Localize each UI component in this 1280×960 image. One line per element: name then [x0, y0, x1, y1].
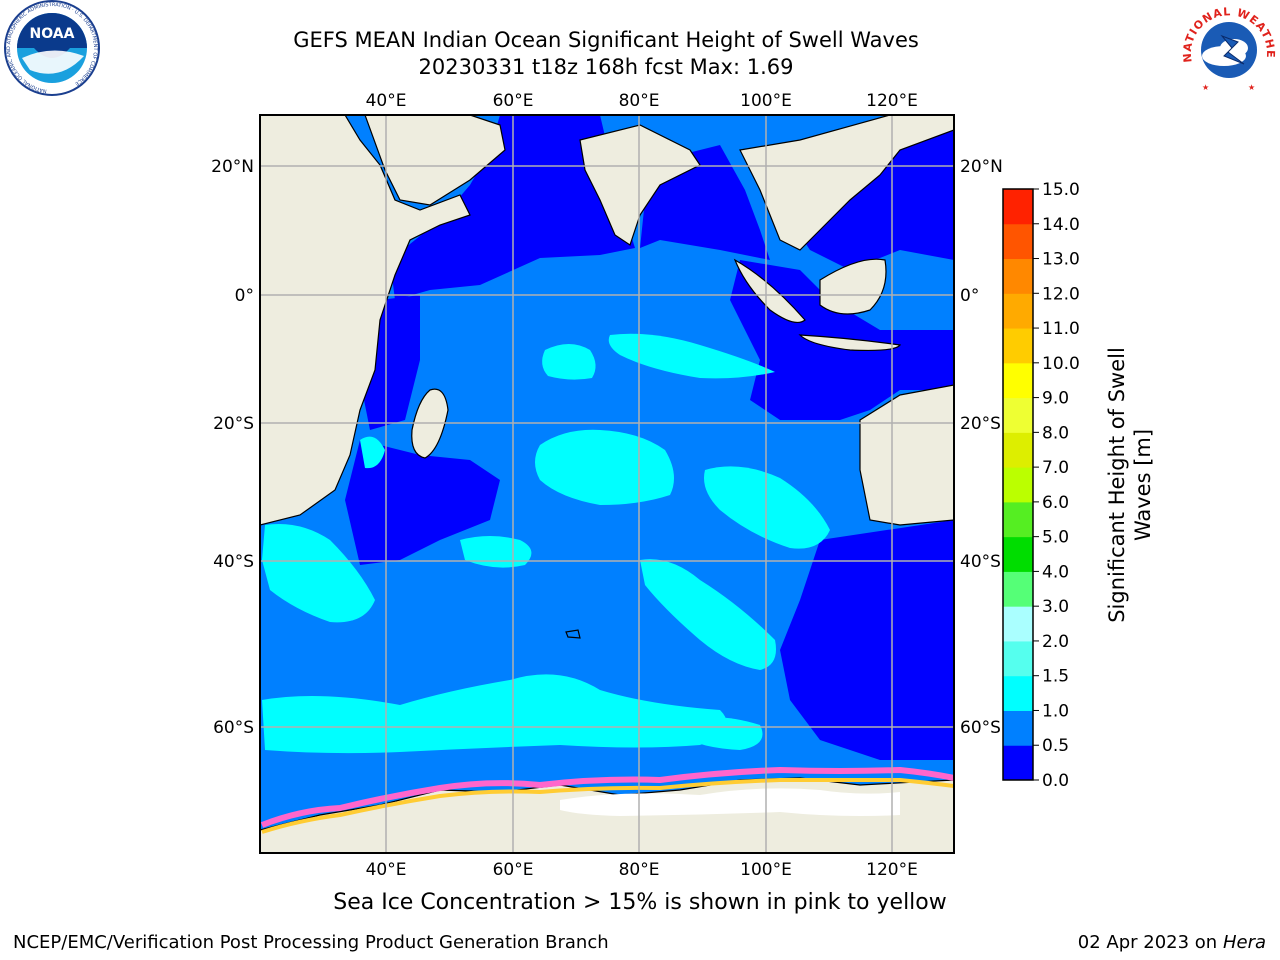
colorbar-tick-label: 6.0 [1042, 493, 1069, 513]
colorbar-segment [1003, 432, 1033, 468]
colorbar-segment [1003, 675, 1033, 711]
colorbar-tick-label: 10.0 [1042, 354, 1080, 374]
kerguelen-island [565, 629, 581, 639]
noaa-logo-text: NOAA [30, 26, 75, 42]
lon-label-top: 80°E [619, 91, 660, 111]
lon-labels-bottom: 40°E 60°E 80°E 100°E 120°E [366, 860, 918, 880]
colorbar-tick-label: 13.0 [1042, 250, 1080, 270]
map-frame [259, 114, 955, 854]
lat-labels-right: 20°N 0° 20°S 40°S 60°S [960, 157, 1003, 738]
map-title: GEFS MEAN Indian Ocean Significant Heigh… [293, 28, 919, 52]
lon-label-bottom: 40°E [366, 860, 407, 880]
colorbar-tick-label: 2.0 [1042, 632, 1069, 652]
colorbar-segment [1003, 328, 1033, 364]
lat-label-right: 0° [960, 286, 979, 306]
map-subtitle: 20230331 t18z 168h fcst Max: 1.69 [418, 55, 794, 79]
colorbar-segment [1003, 293, 1033, 329]
sea-ice-interior [560, 788, 900, 816]
colorbar-segment [1003, 467, 1033, 503]
colorbar-segment [1003, 606, 1033, 642]
colorbar-segment [1003, 710, 1033, 746]
colorbar-frame [1002, 188, 1034, 781]
lon-label-top: 120°E [866, 91, 918, 111]
colorbar-segment [1003, 640, 1033, 677]
colorbar-tick-label: 1.5 [1042, 667, 1069, 687]
sea-ice-caption-text: Sea Ice Concentration > 15% is shown in … [333, 890, 947, 915]
footer-date-text: 02 Apr 2023 on [1077, 932, 1223, 953]
colorbar-tick-label: 0.5 [1042, 736, 1069, 756]
footer-credit: NCEP/EMC/Verification Post Processing Pr… [13, 932, 609, 953]
colorbar-label-line2: Waves [m] [1131, 429, 1155, 541]
lat-label-right: 20°S [960, 414, 1001, 434]
lat-label-left: 0° [235, 286, 254, 306]
colorbar-segment [1003, 745, 1033, 781]
colorbar-segment [1003, 571, 1033, 607]
colorbar-segment [1003, 362, 1033, 399]
lon-label-bottom: 60°E [493, 860, 534, 880]
lon-label-bottom: 120°E [866, 860, 918, 880]
footer-date: 02 Apr 2023 on Hera [1078, 932, 1266, 953]
lat-label-right: 20°N [960, 157, 1003, 177]
sea-ice-edge-pink [260, 766, 954, 828]
sea-ice-caption: Sea Ice Concentration > 15% is shown in … [0, 890, 1280, 915]
svg-text:★: ★ [1202, 83, 1209, 92]
colorbar-segment [1003, 189, 1033, 225]
colorbar-tick-label: 5.0 [1042, 528, 1069, 548]
colorbar-segment [1003, 536, 1033, 572]
lon-label-top: 100°E [740, 91, 792, 111]
nws-logo: NATIONAL WEATHER SERVICE ★ ★ [1178, 0, 1276, 96]
colorbar-tick-label: 11.0 [1042, 319, 1080, 339]
colorbar: 0.0 0.5 1.0 1.5 2.0 3.0 4.0 5.0 6.0 7.0 8.0 9.0 10.0… [1002, 180, 1080, 791]
map-gridlines [260, 115, 954, 853]
lon-label-bottom: 100°E [740, 860, 792, 880]
colorbar-segment [1003, 258, 1033, 294]
colorbar-tick-label: 15.0 [1042, 180, 1080, 200]
sea-ice-edge-yellow [261, 777, 954, 834]
colorbar-tick-label: 9.0 [1042, 389, 1069, 409]
lat-label-right: 60°S [960, 718, 1001, 738]
colorbar-tick-label: 14.0 [1042, 215, 1080, 235]
colorbar-tick-label: 12.0 [1042, 284, 1080, 304]
colorbar-tick-label: 7.0 [1042, 458, 1069, 478]
lat-label-left: 60°S [213, 718, 254, 738]
lon-labels-top: 40°E 60°E 80°E 100°E 120°E [366, 91, 918, 111]
colorbar-tick-label: 3.0 [1042, 597, 1069, 617]
colorbar-segment [1003, 223, 1033, 260]
colorbar-tick-label: 8.0 [1042, 423, 1069, 443]
lat-label-left: 20°S [213, 414, 254, 434]
noaa-logo: NATIONAL OCEANIC AND ATMOSPHERIC ADMINIS… [4, 0, 100, 96]
colorbar-tick-label: 0.0 [1042, 771, 1069, 791]
colorbar-label-line1: Significant Height of Swell [1105, 347, 1129, 623]
svg-text:★: ★ [1248, 83, 1255, 92]
lon-label-bottom: 80°E [619, 860, 660, 880]
colorbar-segment [1003, 397, 1033, 433]
colorbar-label: Significant Height of Swell Waves [m] [1104, 300, 1164, 670]
map-area [260, 115, 954, 853]
lat-label-left: 40°S [213, 552, 254, 572]
colorbar-segment [1003, 501, 1033, 538]
colorbar-tick-label: 4.0 [1042, 562, 1069, 582]
lat-labels-left: 20°N 0° 20°S 40°S 60°S [211, 157, 254, 738]
colorbar-tick-label: 1.0 [1042, 701, 1069, 721]
lon-label-top: 60°E [493, 91, 534, 111]
lon-label-top: 40°E [366, 91, 407, 111]
lat-label-left: 20°N [211, 157, 254, 177]
footer-host: Hera [1222, 932, 1266, 953]
lat-label-right: 40°S [960, 552, 1001, 572]
